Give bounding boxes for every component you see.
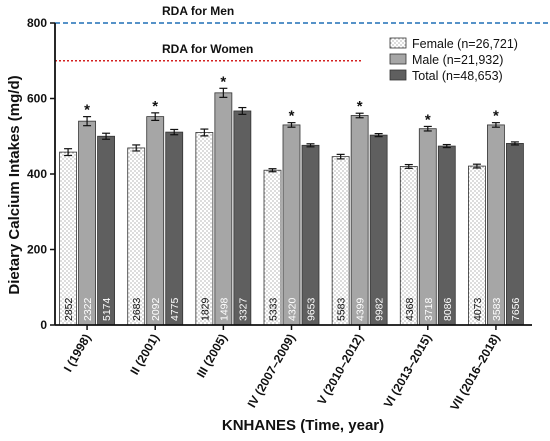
y-tick-label: 400 [27, 167, 47, 181]
x-tick-label: IV (2007–2009) [245, 332, 298, 411]
x-tick-label: III (2005) [194, 332, 230, 381]
reference-line-label: RDA for Women [162, 42, 253, 56]
bar [165, 131, 184, 326]
bar-count-label: 3583 [491, 297, 503, 321]
significance-star: * [84, 102, 90, 119]
bar [350, 115, 369, 326]
bar-count-label: 9982 [374, 297, 386, 321]
legend-swatch [389, 69, 407, 81]
y-tick-label: 0 [40, 318, 47, 332]
significance-star: * [220, 73, 226, 90]
bars: 2852 2322 * 5174 2683 2092 * 4775 1829 1498 * 3327 5… [59, 73, 524, 326]
y-tick-label: 600 [27, 92, 47, 106]
bar-count-label: 4399 [355, 297, 367, 321]
bar-count-label: 2092 [150, 297, 162, 321]
bar-count-label: 2322 [82, 297, 94, 321]
bar-count-label: 7656 [510, 297, 522, 321]
bar-count-label: 2852 [63, 297, 75, 321]
bar-count-label: 3718 [423, 297, 435, 321]
bar [369, 134, 388, 326]
legend-swatch [389, 37, 407, 49]
bar [78, 120, 96, 326]
y-tick-label: 200 [27, 243, 47, 257]
significance-star: * [289, 108, 295, 125]
bar-count-label: 9653 [306, 297, 318, 321]
bar-count-label: 4320 [287, 297, 299, 321]
bar-count-label: 1829 [199, 297, 211, 321]
bar-count-label: 5333 [268, 297, 280, 321]
bar [195, 132, 214, 326]
x-axis-title: KNHANES (Time, year) [222, 417, 384, 434]
y-axis-title: Dietary Calcium Intakes (mg/d) [6, 75, 23, 294]
reference-line-label: RDA for Men [162, 4, 234, 18]
bar-count-label: 5583 [336, 297, 348, 321]
bar-count-label: 2683 [131, 297, 143, 321]
bar [282, 124, 301, 326]
x-tick-label: V (2010–2012) [314, 332, 366, 408]
significance-star: * [357, 98, 363, 115]
bar-count-label: 4368 [404, 297, 416, 321]
significance-star: * [493, 108, 499, 125]
x-tick-label: VII (2016–2018) [447, 331, 502, 413]
bar [97, 135, 115, 326]
bar-count-label: 4073 [472, 297, 484, 321]
bar [146, 116, 165, 326]
x-tick-label: VI (2013–2015) [381, 332, 434, 411]
bar [418, 128, 437, 326]
bar-count-label: 4775 [169, 297, 181, 321]
legend: Female (n=26,721) Male (n=21,932) Total (n… [389, 37, 518, 83]
bar-count-label: 3327 [237, 297, 249, 321]
bar-count-label: 8086 [442, 297, 454, 321]
reference-lines: RDA for Men RDA for Women [55, 4, 548, 62]
y-tick-label: 800 [27, 16, 47, 30]
x-tick-label: II (2001) [127, 332, 161, 378]
x-tick-label: I (1998) [61, 332, 94, 375]
legend-swatch [389, 53, 407, 65]
significance-star: * [425, 111, 431, 128]
significance-star: * [152, 98, 158, 115]
bar-count-label: 5174 [101, 297, 113, 321]
legend-label: Male (n=21,932) [412, 53, 503, 67]
legend-label: Total (n=48,653) [412, 69, 503, 83]
bar [233, 110, 252, 326]
bar-count-label: 1498 [218, 297, 230, 321]
bar [487, 124, 505, 326]
legend-label: Female (n=26,721) [412, 37, 518, 51]
bar [214, 92, 233, 326]
